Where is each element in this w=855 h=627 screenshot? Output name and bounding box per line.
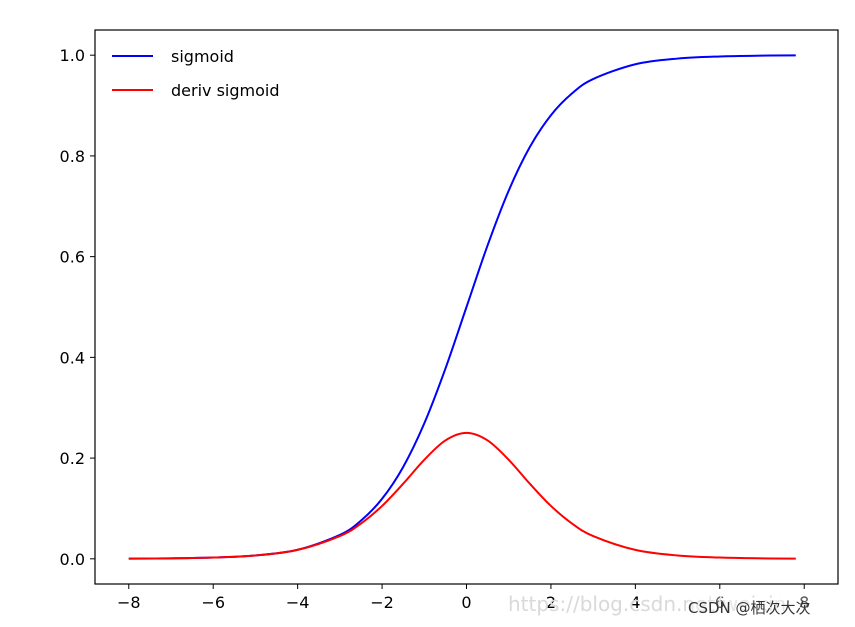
x-tick-label: −4 (286, 593, 310, 612)
legend-label: deriv sigmoid (171, 81, 280, 100)
x-tick-label: −2 (370, 593, 394, 612)
x-tick-label: −8 (117, 593, 141, 612)
watermark-url: https://blog.csdn.net/weixin (508, 592, 787, 616)
legend: sigmoid deriv sigmoid (112, 47, 280, 100)
x-tick-label: 2 (546, 593, 556, 612)
y-tick-label: 1.0 (60, 46, 85, 65)
y-tick-label: 0.2 (60, 449, 85, 468)
x-axis-ticks: −8 −6 −4 −2 0 2 4 6 8 (117, 584, 809, 612)
watermark-brand: CSDN @栖次大次 (688, 597, 811, 618)
x-tick-label: 0 (461, 593, 471, 612)
legend-label: sigmoid (171, 47, 234, 66)
y-axis-ticks: 0.0 0.2 0.4 0.6 0.8 1.0 (60, 46, 95, 569)
x-tick-label: −6 (201, 593, 225, 612)
series-line-deriv-sigmoid (128, 431, 796, 560)
y-tick-label: 0.8 (60, 147, 85, 166)
y-tick-label: 0.4 (60, 348, 85, 367)
y-tick-label: 0.0 (60, 550, 85, 569)
series-layer (128, 54, 796, 560)
x-tick-label: 8 (799, 593, 809, 612)
x-tick-label: 6 (715, 593, 725, 612)
y-tick-label: 0.6 (60, 248, 85, 267)
x-tick-label: 4 (630, 593, 640, 612)
